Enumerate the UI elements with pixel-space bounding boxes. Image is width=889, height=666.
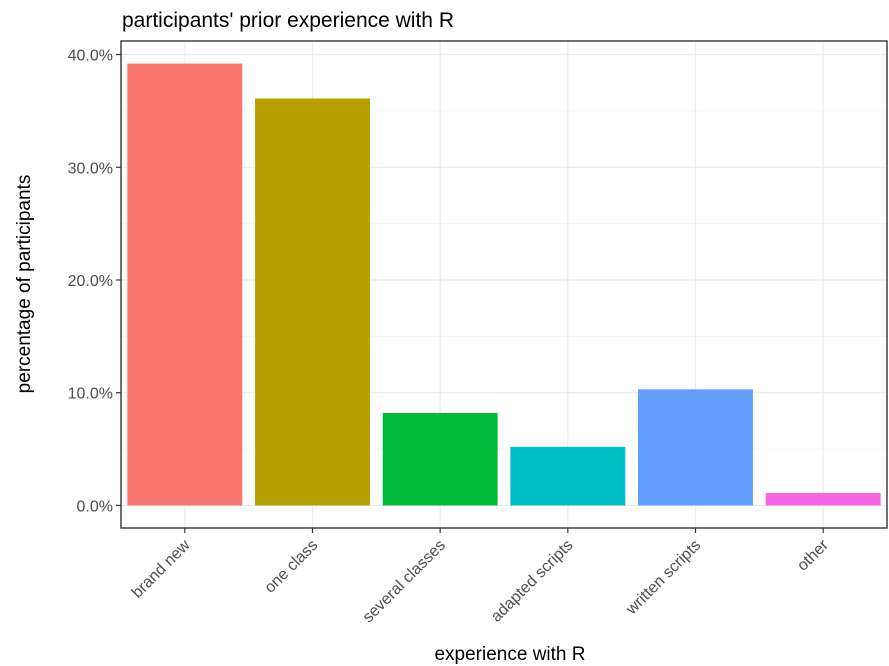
bars xyxy=(127,63,881,506)
bar-brand-new xyxy=(127,63,243,506)
panel-border xyxy=(120,40,888,529)
y-tick-label: 10.0% xyxy=(68,386,113,403)
bar-several-classes xyxy=(382,413,498,506)
y-tick-label: 20.0% xyxy=(68,273,113,290)
bar-other xyxy=(765,493,881,506)
x-tick-label: brand new xyxy=(129,536,194,601)
x-axis-title: experience with R xyxy=(434,644,585,665)
y-tick-label: 30.0% xyxy=(68,160,113,177)
y-axis-title: percentage of participants xyxy=(14,175,35,394)
x-tick-label: adapted scripts xyxy=(488,537,577,626)
x-tick-label: several classes xyxy=(360,537,449,626)
bar-one-class xyxy=(255,98,370,506)
plot-panel xyxy=(121,41,887,528)
y-tick-label: 0.0% xyxy=(77,498,113,515)
bar-written-scripts xyxy=(638,389,753,506)
x-axis: brand new one class several classes adapted… xyxy=(129,528,832,626)
y-axis: 0.0% 10.0% 20.0% 30.0% 40.0% xyxy=(68,48,121,515)
x-tick-label: written scripts xyxy=(622,537,704,619)
bar-adapted-scripts xyxy=(510,446,626,506)
y-tick-label: 40.0% xyxy=(68,48,113,65)
x-tick-label: other xyxy=(794,536,832,574)
x-tick-label: one class xyxy=(262,537,322,597)
chart-title: participants' prior experience with R xyxy=(122,9,454,32)
